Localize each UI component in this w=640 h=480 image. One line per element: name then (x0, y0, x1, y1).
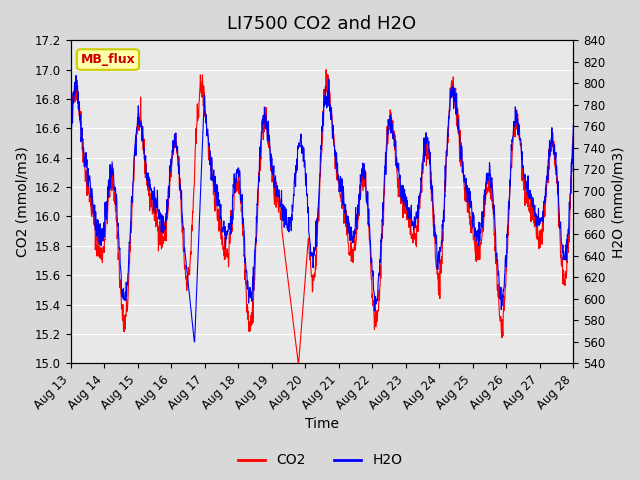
H2O (570, 122, 577, 128)
H2O (300, 148, 308, 154)
Y-axis label: H2O (mmol/m3): H2O (mmol/m3) (611, 146, 625, 257)
H2O (191, 339, 198, 345)
CO2 (294, 360, 302, 366)
H2O (353, 216, 361, 222)
Y-axis label: CO2 (mmol/m3): CO2 (mmol/m3) (15, 146, 29, 257)
H2O (291, 170, 299, 176)
H2O (126, 232, 134, 238)
Text: MB_flux: MB_flux (81, 53, 135, 66)
X-axis label: Time: Time (305, 418, 339, 432)
CO2 (280, 243, 288, 249)
Line: H2O: H2O (70, 75, 573, 342)
CO2 (126, 243, 134, 249)
H2O (106, 179, 114, 184)
CO2 (291, 328, 298, 334)
CO2 (353, 227, 361, 233)
Line: CO2: CO2 (70, 70, 573, 363)
Title: LI7500 CO2 and H2O: LI7500 CO2 and H2O (227, 15, 417, 33)
CO2 (300, 296, 307, 301)
Legend: CO2, H2O: CO2, H2O (232, 448, 408, 473)
H2O (281, 212, 289, 217)
CO2 (106, 188, 113, 194)
CO2 (67, 133, 74, 139)
H2O (67, 140, 74, 146)
CO2 (323, 67, 330, 72)
CO2 (570, 132, 577, 138)
H2O (72, 72, 80, 78)
